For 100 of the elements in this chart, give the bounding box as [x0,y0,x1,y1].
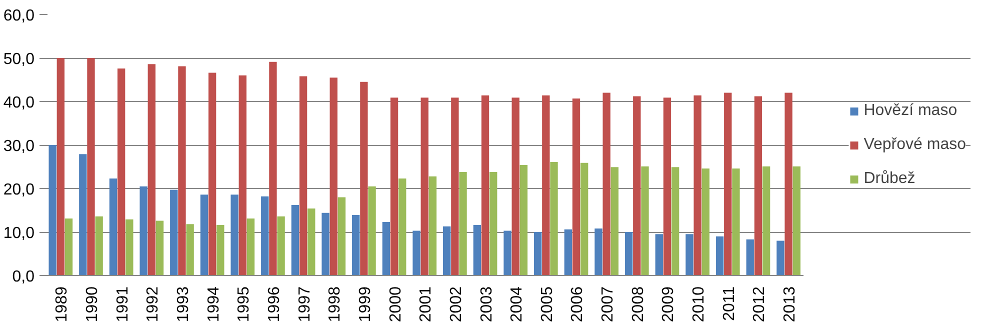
bar [382,222,390,276]
legend-label: Vepřové maso [864,136,966,154]
bar [702,168,710,276]
bar [610,167,618,276]
bar [512,98,520,276]
x-tick-label: 1990 [84,286,101,322]
bar [140,186,148,276]
bar [633,96,641,276]
bar [732,168,740,276]
bar [520,165,528,276]
bar [230,194,238,276]
bar [504,230,512,276]
bar [534,232,542,276]
x-tick-label: 1999 [356,286,374,322]
bar [762,166,770,276]
bar [481,95,490,276]
bar [655,234,663,276]
bar [269,62,277,276]
x-tick-label: 1997 [296,286,314,322]
bar [95,216,103,276]
y-tick-label: 50,0 [3,51,35,68]
bar [671,167,680,276]
x-tick-label: 1993 [174,286,192,322]
bar [490,172,498,276]
bar [246,218,255,276]
bar [277,216,285,276]
bar [754,96,762,276]
x-tick-label: 2003 [478,286,496,322]
x-tick-label: 2007 [600,286,617,322]
bar [792,166,800,276]
bar [48,145,56,276]
bar [428,176,437,276]
bar [322,212,330,276]
bar [352,215,360,276]
x-tick-label: 2001 [418,286,435,322]
bar [694,95,702,276]
bar [156,220,164,276]
x-tick-label: 1992 [144,286,162,322]
bar [56,58,65,276]
x-tick-label: 1998 [326,286,344,322]
bar [308,208,316,276]
y-tick-label: 40,0 [3,94,35,112]
bar [564,229,572,276]
bar [330,78,338,276]
bar [412,230,420,276]
bar [724,92,732,276]
bar [291,205,300,276]
bar [542,95,550,276]
bar [663,98,672,276]
bar [109,178,118,276]
y-tick-label: 20,0 [3,182,35,198]
x-tick-label: 2005 [538,286,556,322]
bar [79,154,87,276]
bar [776,240,784,276]
bar [746,239,754,276]
bar [126,219,134,276]
bar [148,64,156,276]
bar [178,66,186,276]
bar [186,224,194,276]
bar [117,68,126,276]
y-tick-label: 0,0 [12,268,35,286]
bar [442,226,451,276]
x-tick-label: 2000 [387,286,404,322]
x-tick-label: 1995 [236,286,253,322]
bar [451,98,459,276]
legend-label: Drůbež [864,170,916,188]
bar [550,162,558,276]
bar [602,92,610,276]
x-tick-label: 2002 [448,286,465,322]
x-tick-label: 1991 [114,286,132,322]
bar [624,232,633,276]
x-tick-label: 2011 [720,286,738,321]
bar [200,194,208,276]
bar [784,92,792,276]
bar [420,98,428,276]
x-tick-label: 2010 [690,286,708,322]
x-tick-label: 2013 [782,286,799,322]
bar [594,228,602,276]
x-tick-label: 1989 [54,286,71,322]
bar [208,72,216,276]
bar [398,178,406,276]
x-tick-label: 2012 [751,286,768,322]
bar [686,234,694,276]
bar [580,162,588,276]
bar [641,166,649,276]
x-tick-label: 2009 [660,286,678,322]
bar [299,76,308,276]
x-tick-label: 2004 [508,286,526,322]
bar [572,98,580,276]
x-tick-label: 2008 [630,286,647,322]
bar [459,172,467,276]
y-tick-label: 30,0 [3,138,35,155]
y-tick-label: 60,0 [3,8,35,24]
legend-label: Hovězí maso [864,102,958,120]
bar [473,225,482,276]
y-tick-label: 10,0 [3,225,35,242]
bar [64,218,73,276]
bar [238,75,246,276]
bar [716,236,724,276]
x-tick-label: 2006 [569,286,586,322]
